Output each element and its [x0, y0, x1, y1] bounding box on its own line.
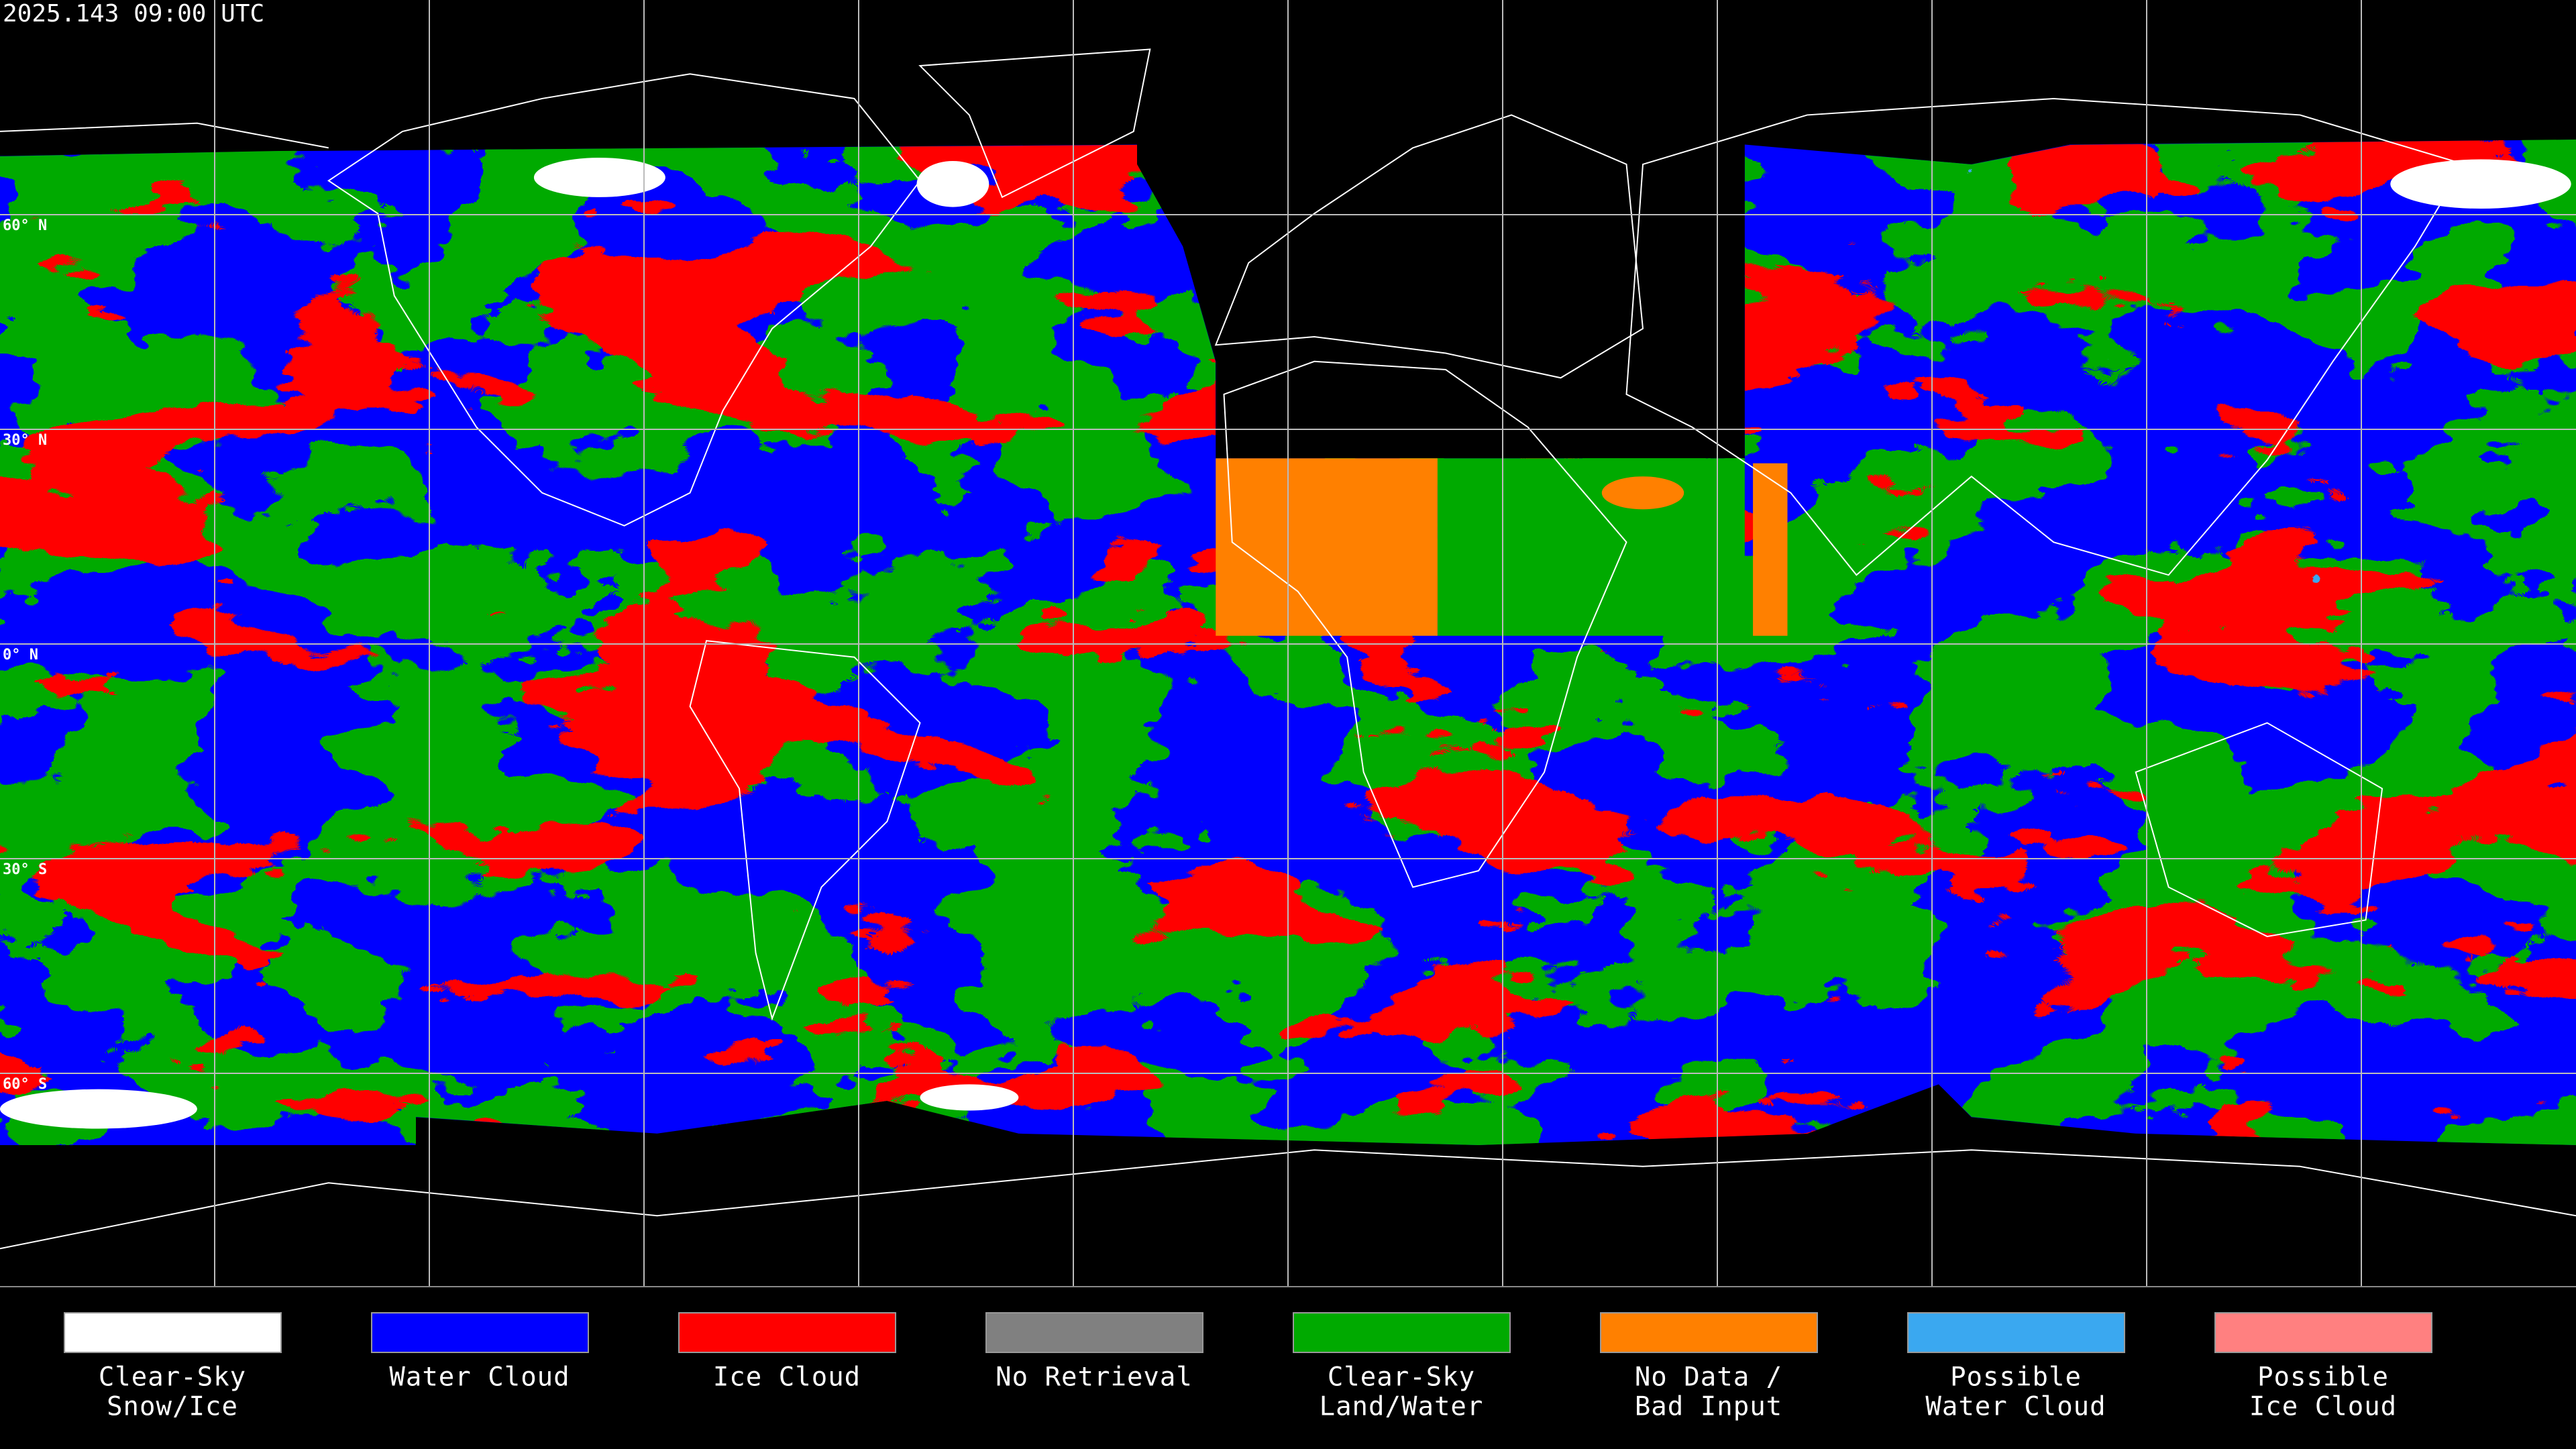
no-data-block	[1753, 463, 1788, 636]
timestamp-title: 2025.143 09:00 UTC	[3, 0, 264, 28]
snow-ice-patch	[533, 158, 665, 197]
no-data-speckle	[1601, 476, 1684, 510]
graticule	[0, 0, 2576, 1287]
legend-label: Possible	[2257, 1362, 2389, 1393]
legend-label: Bad Input	[1635, 1392, 1782, 1422]
legend-label: No Data /	[1635, 1362, 1782, 1393]
legend-label: Clear-Sky	[99, 1362, 246, 1393]
legend-swatch	[1907, 1312, 2125, 1353]
snow-ice-patch	[0, 1089, 197, 1129]
legend-swatch	[2214, 1312, 2432, 1353]
latitude-label: 30° S	[3, 861, 47, 878]
legend-swatch	[64, 1312, 282, 1353]
latitude-label: 0° N	[3, 647, 38, 663]
legend-swatch	[985, 1312, 1203, 1353]
legend-label: Water Cloud	[1925, 1392, 2106, 1422]
snow-ice-patch	[920, 1084, 1019, 1111]
legend-label: Clear-Sky	[1328, 1362, 1475, 1393]
latitude-label: 60° N	[3, 217, 47, 234]
clear-land-patch	[1437, 458, 1745, 636]
latitude-label: 30° N	[3, 432, 47, 449]
legend-label: No Retrieval	[996, 1362, 1193, 1393]
overlays	[0, 49, 2576, 1248]
latitude-labels: 60° N 30° N 0° N 30° S 60° S	[3, 217, 47, 1093]
legend-label: Ice Cloud	[2249, 1392, 2397, 1422]
legend-label: Possible	[1950, 1362, 2082, 1393]
snow-ice-patch	[2390, 159, 2571, 209]
latitude-label: 60° S	[3, 1076, 47, 1093]
coastlines	[0, 49, 2576, 1248]
legend-label: Ice Cloud	[713, 1362, 861, 1393]
snow-ice-patch	[916, 161, 989, 207]
legend-label: Land/Water	[1320, 1392, 1484, 1422]
legend-swatch	[678, 1312, 896, 1353]
legend-swatch	[1293, 1312, 1511, 1353]
legend-swatch	[371, 1312, 589, 1353]
no-data-block	[1216, 458, 1438, 636]
legend-label: Water Cloud	[389, 1362, 570, 1393]
legend-swatch	[1600, 1312, 1818, 1353]
legend-label: Snow/Ice	[107, 1392, 238, 1422]
